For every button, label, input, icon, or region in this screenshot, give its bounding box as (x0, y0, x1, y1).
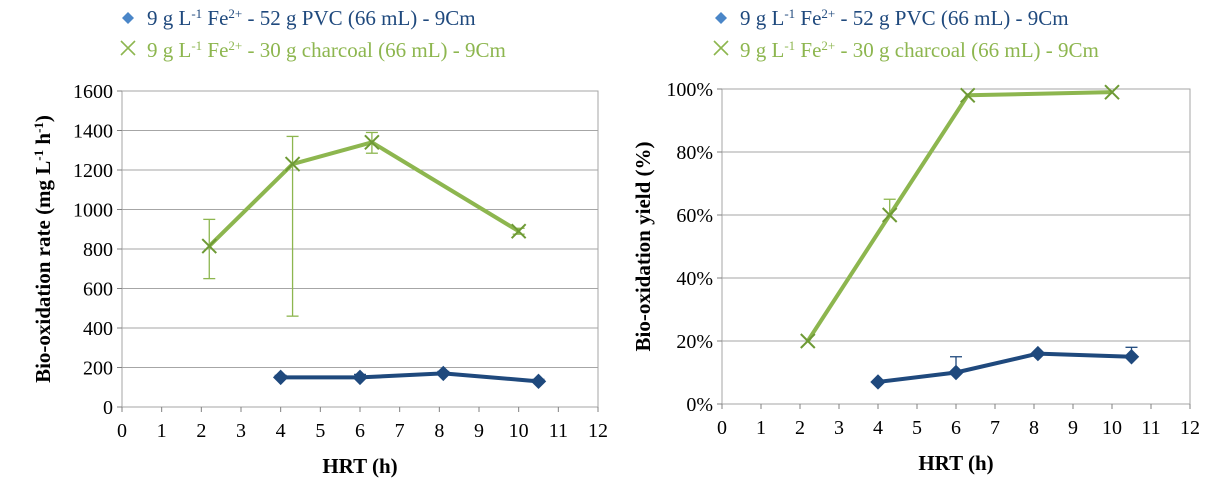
x-tick-label: 11 (549, 420, 568, 442)
y-tick-label: 0 (103, 397, 113, 419)
x-axis-label: HRT (h) (918, 451, 993, 475)
x-tick-label: 6 (355, 420, 365, 442)
legend-entry-charcoal: 9 g L-1 Fe2+ - 30 g charcoal (66 mL) - 9… (708, 34, 1099, 66)
x-tick-label: 10 (1102, 417, 1122, 439)
x-tick-label: 11 (1141, 417, 1160, 439)
x-tick-label: 0 (117, 420, 127, 442)
y-tick-label: 0% (686, 394, 713, 416)
data-point-charcoal (364, 134, 380, 151)
data-point-charcoal (881, 207, 898, 223)
bio-oxidation-yield-chart: 9 g L-1 Fe2+ - 52 g PVC (66 mL) - 9Cm 9 … (608, 0, 1216, 492)
x-tick-label: 1 (157, 420, 167, 442)
x-tick-label: 0 (717, 417, 727, 439)
x-tick-label: 12 (588, 420, 608, 442)
data-point-pvc (272, 369, 289, 386)
legend-text-charcoal: 9 g L-1 Fe2+ - 30 g charcoal (66 mL) - 9… (740, 38, 1099, 62)
x-tick-label: 8 (434, 420, 444, 442)
y-tick-label: 20% (676, 331, 713, 353)
data-point-charcoal (510, 223, 527, 239)
legend-entry-pvc: 9 g L-1 Fe2+ - 52 g PVC (66 mL) - 9Cm (115, 2, 506, 34)
data-point-charcoal (959, 87, 976, 104)
x-axis-label: HRT (h) (322, 454, 397, 478)
x-tick-label: 4 (873, 417, 883, 439)
y-tick-label: 1200 (73, 160, 113, 182)
x-tick-label: 12 (1180, 417, 1200, 439)
chart-legend: 9 g L-1 Fe2+ - 52 g PVC (66 mL) - 9Cm 9 … (708, 2, 1099, 66)
data-point-charcoal (201, 238, 217, 254)
data-point-pvc (435, 365, 452, 382)
series-line-pvc (877, 351, 1132, 384)
y-tick-label: 1400 (73, 121, 113, 143)
series-line-charcoal (806, 90, 1113, 343)
legend-text-charcoal: 9 g L-1 Fe2+ - 30 g charcoal (66 mL) - 9… (147, 38, 506, 62)
data-point-charcoal (800, 333, 816, 349)
x-tick-label: 7 (990, 417, 1000, 439)
x-tick-label: 5 (315, 420, 325, 442)
data-point-pvc (530, 373, 547, 390)
y-tick-label: 200 (83, 358, 113, 380)
data-point-pvc (870, 374, 886, 390)
y-tick-label: 1600 (73, 81, 113, 103)
y-tick-label: 80% (676, 142, 713, 164)
cross-icon (115, 34, 141, 66)
x-tick-label: 2 (196, 420, 206, 442)
y-axis-label: Bio-oxidation yield (%) (631, 141, 655, 351)
diamond-icon (115, 2, 141, 34)
y-tick-label: 1000 (73, 200, 113, 222)
x-tick-label: 7 (395, 420, 405, 442)
data-point-pvc (948, 364, 964, 381)
y-axis-label: Bio-oxidation rate (mg L-1 h-1) (31, 115, 56, 383)
x-tick-label: 4 (276, 420, 286, 442)
data-point-pvc (1123, 349, 1140, 365)
x-tick-label: 9 (1068, 417, 1078, 439)
data-point-pvc (1030, 345, 1046, 362)
x-tick-label: 1 (756, 417, 766, 439)
y-tick-label: 100% (666, 79, 713, 101)
y-tick-label: 800 (83, 239, 113, 261)
x-tick-label: 3 (834, 417, 844, 439)
series-line-pvc (280, 371, 539, 384)
data-point-charcoal (284, 156, 301, 172)
y-tick-label: 400 (83, 318, 113, 340)
x-tick-label: 9 (474, 420, 484, 442)
bio-oxidation-rate-chart: 9 g L-1 Fe2+ - 52 g PVC (66 mL) - 9Cm 9 … (0, 0, 609, 492)
series-line-charcoal (207, 140, 520, 248)
diamond-icon (708, 2, 734, 34)
y-tick-label: 60% (676, 205, 713, 227)
cross-icon (708, 34, 734, 66)
y-tick-label: 40% (676, 268, 713, 290)
chart-legend: 9 g L-1 Fe2+ - 52 g PVC (66 mL) - 9Cm 9 … (115, 2, 506, 66)
y-tick-label: 600 (83, 279, 113, 301)
x-tick-label: 2 (795, 417, 805, 439)
data-point-pvc (352, 369, 368, 386)
x-tick-label: 6 (951, 417, 961, 439)
legend-text-pvc: 9 g L-1 Fe2+ - 52 g PVC (66 mL) - 9Cm (147, 6, 476, 30)
x-tick-label: 10 (509, 420, 529, 442)
legend-entry-charcoal: 9 g L-1 Fe2+ - 30 g charcoal (66 mL) - 9… (115, 34, 506, 66)
legend-entry-pvc: 9 g L-1 Fe2+ - 52 g PVC (66 mL) - 9Cm (708, 2, 1099, 34)
x-tick-label: 3 (236, 420, 246, 442)
legend-text-pvc: 9 g L-1 Fe2+ - 52 g PVC (66 mL) - 9Cm (740, 6, 1069, 30)
x-tick-label: 5 (912, 417, 922, 439)
x-tick-label: 8 (1029, 417, 1039, 439)
data-point-charcoal (1104, 84, 1120, 100)
